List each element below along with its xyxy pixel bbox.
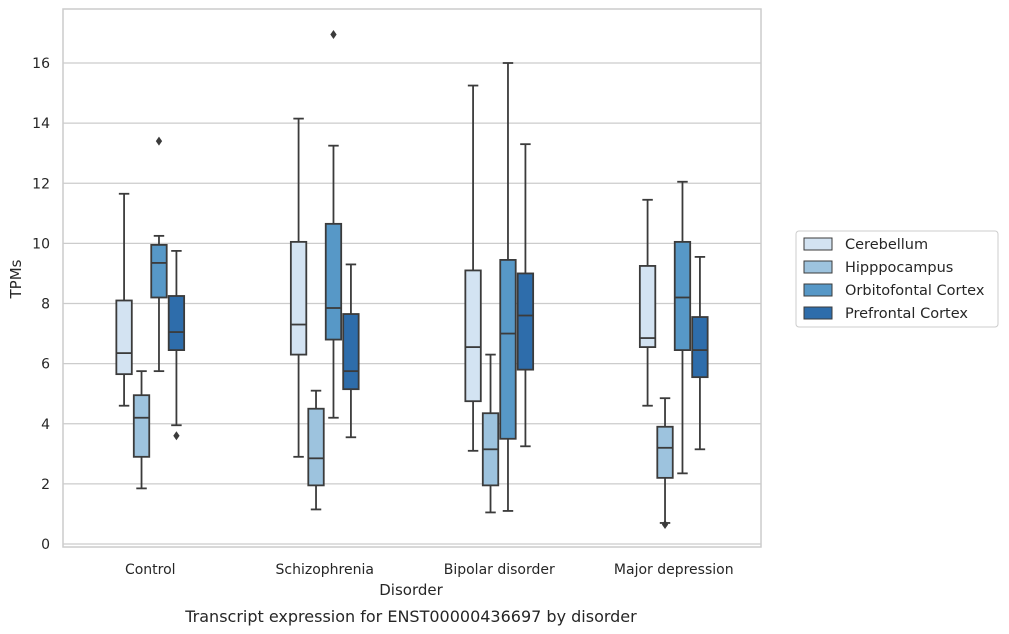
box-iqr [638,265,657,348]
box-iqr [499,259,517,440]
box-prefrontal-cortex [691,256,709,451]
y-tick-label: 8 [41,297,50,313]
x-tick-labels: Control Schizophrenia Bipolar disorder Majo… [125,562,734,578]
legend-item: Cerebellum [803,237,928,253]
outlier-point [173,431,180,441]
outlier-point [330,29,337,39]
box-hipppocampus [481,353,500,514]
x-tick-label: Bipolar disorder [444,562,555,578]
box-hipppocampus [132,370,151,490]
plot-frame [62,8,762,548]
y-tick-label: 4 [41,417,50,433]
outlier-point [155,136,163,146]
box-orbitofontal-cortex [150,136,168,373]
legend-item: Hipppocampus [803,260,953,276]
box-cerebellum [289,117,308,458]
box-orbitofontal-cortex [324,29,343,419]
legend-item: Prefrontal Cortex [803,306,968,322]
box-iqr [150,243,168,299]
box-orbitofontal-cortex [499,62,517,512]
box-cerebellum [115,192,133,407]
x-tick-label: Major depression [614,562,734,578]
box-hipppocampus [656,397,674,529]
x-tick-label: Schizophrenia [276,562,374,578]
y-tick-label: 16 [32,56,50,72]
legend-swatch [803,237,833,251]
y-tick-label: 14 [32,116,50,132]
legend-frame [795,230,999,328]
y-tick-label: 12 [32,176,50,192]
box-cerebellum [638,198,657,407]
y-tick-label: 0 [41,537,50,553]
outlier-point [661,519,669,529]
legend-swatch [803,306,833,320]
box-iqr [516,272,535,371]
box-iqr [324,222,343,341]
legend-label: Hipppocampus [845,260,953,276]
box-iqr [656,425,674,479]
legend-label: Prefrontal Cortex [845,306,968,322]
chart-caption: Transcript expression for ENST0000043669… [184,607,637,626]
box-iqr [691,316,709,379]
y-tick-label: 2 [41,477,50,493]
box-orbitofontal-cortex [673,180,692,475]
legend-item: Orbitofontal Cortex [803,283,985,299]
box-iqr [132,394,151,458]
box-hipppocampus [307,389,325,511]
y-axis-label: TPMs [7,259,25,299]
legend: Cerebellum Hipppocampus Orbitofontal Corte… [795,230,999,328]
box-prefrontal-cortex [516,143,535,448]
box-iqr [307,407,325,487]
x-axis-label: Disorder [379,581,443,599]
box-prefrontal-cortex [342,263,360,439]
legend-swatch [803,260,833,274]
y-tick-label: 6 [41,357,50,373]
box-iqr [342,313,360,391]
gridlines [63,62,761,545]
legend-label: Orbitofontal Cortex [845,283,985,299]
box-iqr [289,240,308,356]
box-iqr [115,299,133,376]
y-tick-label: 10 [32,236,50,252]
box-iqr [673,240,692,351]
legend-swatch [803,283,833,297]
boxes [115,29,709,529]
x-tick-label: Control [125,562,176,578]
box-iqr [167,295,186,351]
y-tick-labels: 0 2 4 6 8 10 12 14 16 [32,56,50,553]
box-iqr [464,269,482,403]
legend-label: Cerebellum [845,237,928,253]
box-cerebellum [464,84,482,452]
box-prefrontal-cortex [167,249,186,441]
